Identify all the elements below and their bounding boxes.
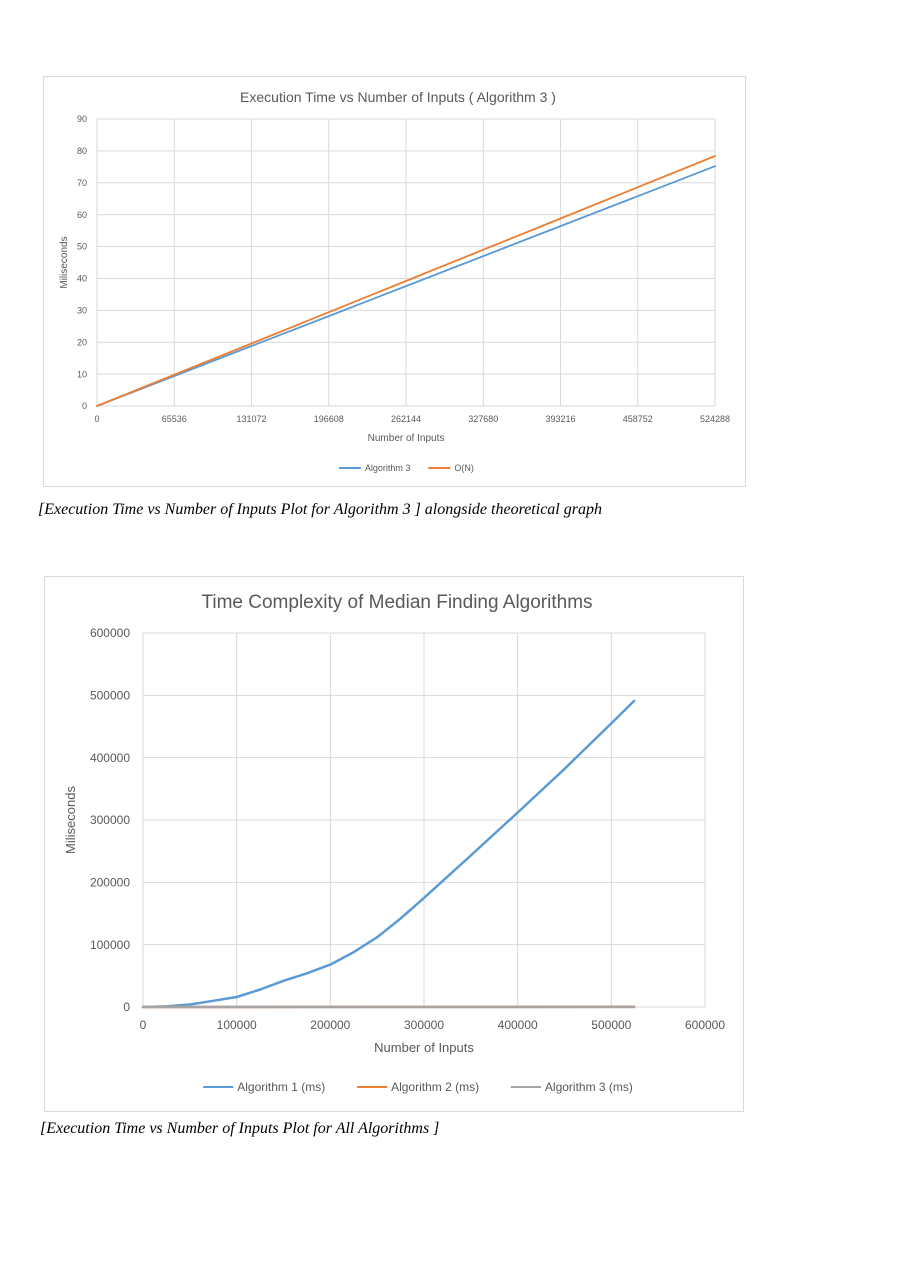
legend-entry-2: Algorithm 2 (ms) <box>391 1080 479 1094</box>
chart-title: Execution Time vs Number of Inputs ( Alg… <box>240 89 556 105</box>
legend-entry-1: Algorithm 1 (ms) <box>237 1080 325 1094</box>
chart-all-algorithms-svg: Time Complexity of Median Finding Algori… <box>63 592 725 1094</box>
y-tick-label: 70 <box>77 178 87 188</box>
legend-entry-3: Algorithm 3 (ms) <box>545 1080 633 1094</box>
caption-chart-all-algorithms: [Execution Time vs Number of Inputs Plot… <box>40 1120 440 1137</box>
x-tick-label: 200000 <box>310 1018 350 1032</box>
x-axis-label: Number of Inputs <box>368 433 445 444</box>
chart-algorithm-3: Execution Time vs Number of Inputs ( Alg… <box>43 76 746 487</box>
x-tick-label: 100000 <box>217 1018 257 1032</box>
series-line-1 <box>141 699 636 1009</box>
x-axis-label: Number of Inputs <box>374 1040 474 1055</box>
y-tick-label: 40 <box>77 274 87 284</box>
x-tick-label: 300000 <box>404 1018 444 1032</box>
x-tick-label: 262144 <box>391 414 421 424</box>
x-tick-label: 327680 <box>468 414 498 424</box>
x-tick-label: 196608 <box>314 414 344 424</box>
y-tick-label: 0 <box>82 401 87 411</box>
x-tick-label: 0 <box>94 414 99 424</box>
x-tick-label: 393216 <box>545 414 575 424</box>
chart-title: Time Complexity of Median Finding Algori… <box>201 592 592 613</box>
x-tick-label: 131072 <box>236 414 266 424</box>
y-tick-label: 50 <box>77 242 87 252</box>
y-tick-label: 400000 <box>90 751 130 765</box>
y-tick-label: 300000 <box>90 813 130 827</box>
y-tick-label: 80 <box>77 146 87 156</box>
y-tick-label: 100000 <box>90 938 130 952</box>
y-tick-label: 0 <box>123 1000 130 1014</box>
series-line-1 <box>96 165 716 407</box>
y-axis-label: Miliseconds <box>63 786 78 854</box>
x-tick-label: 600000 <box>685 1018 725 1032</box>
x-tick-label: 400000 <box>498 1018 538 1032</box>
y-axis-label: Miliseconds <box>59 236 70 288</box>
chart-algorithm-3-svg: Execution Time vs Number of Inputs ( Alg… <box>59 89 730 473</box>
x-tick-label: 500000 <box>591 1018 631 1032</box>
y-tick-label: 60 <box>77 210 87 220</box>
y-tick-label: 200000 <box>90 876 130 890</box>
y-tick-label: 600000 <box>90 626 130 640</box>
y-tick-label: 30 <box>77 305 87 315</box>
series-line-2 <box>96 155 716 407</box>
y-tick-label: 500000 <box>90 689 130 703</box>
x-tick-label: 458752 <box>623 414 653 424</box>
y-tick-label: 10 <box>77 369 87 379</box>
x-tick-label: 524288 <box>700 414 730 424</box>
chart-all-algorithms: Time Complexity of Median Finding Algori… <box>44 576 744 1112</box>
caption-chart-algorithm-3: [Execution Time vs Number of Inputs Plot… <box>38 501 602 518</box>
y-tick-label: 90 <box>77 114 87 124</box>
legend-entry-1: Algorithm 3 <box>365 463 411 473</box>
y-tick-label: 20 <box>77 337 87 347</box>
x-tick-label: 0 <box>140 1018 147 1032</box>
legend-entry-2: O(N) <box>454 463 474 473</box>
x-tick-label: 65536 <box>162 414 187 424</box>
